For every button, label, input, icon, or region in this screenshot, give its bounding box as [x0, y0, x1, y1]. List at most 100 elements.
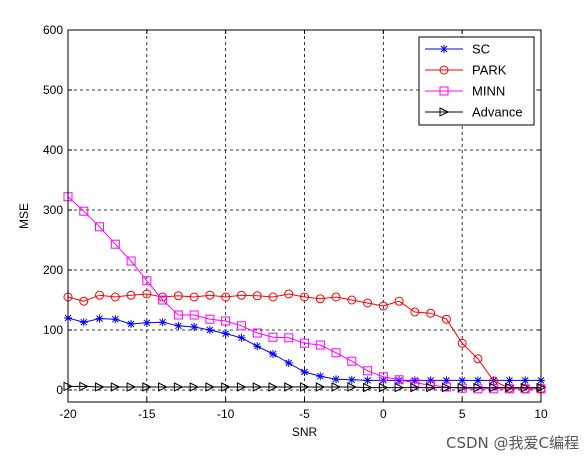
data-point-minn	[363, 366, 373, 376]
y-tick-label: 200	[43, 263, 63, 277]
y-tick-label: 0	[56, 383, 63, 397]
legend-item-park: PARK	[425, 63, 507, 78]
data-point-sc	[142, 318, 151, 327]
data-point-minn	[173, 310, 183, 320]
data-point-sc	[158, 318, 167, 327]
data-point-minn	[378, 372, 388, 382]
data-point-park	[189, 292, 199, 302]
data-point-sc	[268, 350, 277, 358]
data-point-sc	[521, 376, 530, 385]
data-point-advance	[347, 382, 357, 392]
data-point-sc	[127, 320, 136, 328]
data-point-sc	[79, 318, 88, 327]
data-point-minn	[158, 295, 168, 305]
data-point-advance	[236, 382, 247, 392]
data-point-sc	[253, 342, 262, 351]
x-tick-label: -20	[59, 407, 77, 421]
data-point-advance	[441, 382, 452, 393]
data-point-park	[142, 289, 152, 299]
grid-lines	[68, 30, 541, 402]
data-point-advance	[284, 382, 294, 392]
data-point-sc	[458, 376, 467, 385]
data-point-sc	[221, 329, 230, 338]
data-point-park	[268, 292, 278, 302]
series-line-minn	[67, 196, 541, 390]
data-point-sc	[174, 321, 183, 330]
data-point-minn	[142, 276, 152, 286]
data-point-advance	[252, 382, 263, 392]
data-point-sc	[111, 315, 120, 324]
data-point-minn	[268, 332, 278, 342]
x-tick-label: 0	[380, 407, 387, 421]
data-point-park	[236, 290, 246, 300]
data-point-advance	[189, 382, 200, 392]
legend-marker-sc	[440, 45, 448, 53]
data-point-minn	[331, 348, 341, 358]
data-point-park	[441, 314, 451, 324]
data-point-park	[363, 298, 373, 308]
data-point-minn	[110, 239, 120, 249]
data-point-park	[378, 301, 388, 311]
data-point-park	[300, 292, 309, 302]
data-point-park	[473, 354, 483, 364]
data-point-advance	[268, 382, 279, 392]
data-point-sc	[442, 376, 451, 385]
data-point-advance	[173, 382, 184, 392]
data-point-advance	[300, 382, 310, 392]
data-point-park	[221, 292, 231, 302]
x-tick-label: -10	[217, 407, 235, 421]
x-tick-label: 5	[459, 407, 466, 421]
legend-box	[418, 36, 535, 126]
data-point-sc	[205, 326, 214, 334]
legend-marker-minn	[439, 86, 449, 96]
data-point-park	[252, 291, 262, 301]
data-point-minn	[394, 375, 404, 385]
data-point-minn	[189, 310, 199, 320]
series-advance	[63, 381, 547, 393]
y-tick-label: 100	[43, 323, 63, 337]
data-point-advance	[205, 382, 216, 392]
data-point-advance	[158, 382, 168, 392]
data-point-minn	[315, 340, 325, 350]
data-point-minn	[126, 256, 136, 266]
data-point-advance	[378, 382, 389, 393]
data-point-sc	[190, 323, 199, 331]
data-point-advance	[126, 382, 137, 392]
data-point-park	[126, 290, 136, 300]
data-point-sc	[95, 314, 104, 323]
x-tick-label: 10	[534, 407, 548, 421]
legend-marker-park	[439, 65, 449, 75]
data-point-park	[457, 338, 467, 348]
data-point-advance	[426, 382, 436, 393]
data-point-advance	[221, 382, 231, 392]
legend-item-advance: Advance	[425, 105, 523, 120]
data-point-advance	[394, 382, 405, 393]
data-point-advance	[410, 382, 420, 393]
x-axis-label: SNR	[292, 425, 318, 439]
data-point-park	[79, 296, 89, 306]
data-point-advance	[504, 382, 515, 393]
legend-label-minn: MINN	[472, 84, 505, 99]
data-point-park	[331, 292, 341, 302]
data-point-sc	[395, 376, 404, 385]
data-point-minn	[284, 333, 294, 343]
data-point-sc	[332, 375, 341, 384]
x-tick-label: -5	[299, 407, 310, 421]
legend-item-sc: SC	[425, 42, 490, 57]
data-point-advance	[315, 382, 326, 392]
data-point-park	[315, 294, 325, 304]
data-point-advance	[457, 382, 468, 393]
data-point-sc	[284, 359, 293, 367]
y-tick-label: 600	[43, 23, 63, 37]
watermark-text: CSDN @我爱C编程	[445, 434, 579, 452]
y-tick-label: 500	[43, 83, 63, 97]
data-point-minn	[236, 321, 246, 331]
data-point-advance	[363, 382, 373, 393]
data-point-advance	[79, 381, 89, 392]
data-point-park	[426, 308, 436, 318]
series-line-park	[67, 293, 541, 390]
data-point-park	[394, 296, 404, 306]
data-point-minn	[205, 314, 215, 324]
data-point-minn	[221, 316, 231, 326]
legend-label-sc: SC	[472, 42, 490, 57]
